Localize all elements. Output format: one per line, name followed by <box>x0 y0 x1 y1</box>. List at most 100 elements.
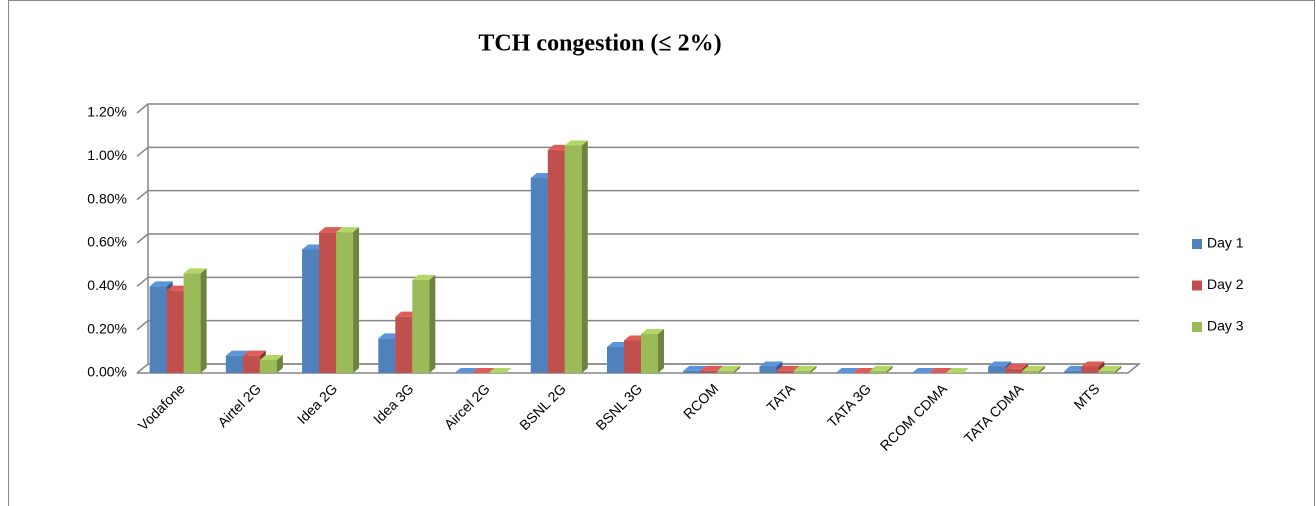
bar-top <box>1005 363 1029 369</box>
bar <box>928 368 952 373</box>
bar-front <box>1005 368 1023 373</box>
bar <box>1098 365 1122 373</box>
x-tick-label: TATA CDMA <box>961 380 1027 446</box>
bar-top <box>928 368 952 373</box>
bar-top <box>776 365 800 371</box>
x-tick-label: MTS <box>1070 380 1102 412</box>
y-tick-label: 0.40% <box>87 277 127 293</box>
legend-swatch <box>1192 239 1202 249</box>
x-tick-label: RCOM CDMA <box>877 380 951 454</box>
bar-top <box>835 368 859 373</box>
bar-front <box>1022 370 1040 373</box>
bar <box>259 355 283 373</box>
bar-top <box>759 361 783 367</box>
bar <box>835 368 859 373</box>
bar-top <box>793 365 817 371</box>
bar-top <box>911 368 935 373</box>
bar-side <box>581 140 588 373</box>
bar-side <box>429 274 436 373</box>
bar-front <box>319 232 337 373</box>
bar-top <box>149 281 173 287</box>
bar-front <box>336 232 354 373</box>
bar-front <box>1098 370 1116 373</box>
bar-front <box>225 355 243 373</box>
bar-top <box>471 368 495 373</box>
x-tick-label: RCOM <box>680 380 722 422</box>
grid-line <box>136 276 1139 287</box>
bar-front <box>302 249 320 373</box>
x-tick-label: Aircel 2G <box>441 380 493 432</box>
y-tick-label: 1.00% <box>87 147 127 163</box>
bar-side <box>200 268 207 373</box>
bar <box>945 368 969 373</box>
bar <box>471 368 495 373</box>
bar-front <box>530 178 548 373</box>
bar <box>869 365 893 373</box>
bar-top <box>988 361 1012 367</box>
bar-side <box>658 329 664 373</box>
bar-side <box>353 227 360 373</box>
bar-side <box>276 355 283 373</box>
x-tick-label: BSNL 3G <box>592 380 645 433</box>
grid-line <box>136 146 1139 157</box>
bar-front <box>259 360 277 373</box>
bar-front <box>869 370 887 373</box>
y-tick-label: 0.60% <box>87 234 127 250</box>
bar <box>717 365 741 373</box>
bar-front <box>759 366 777 373</box>
legend-label: Day 3 <box>1207 318 1244 334</box>
bar <box>488 368 512 373</box>
bar-top <box>225 350 249 356</box>
bar-front <box>1064 370 1082 373</box>
bar <box>911 368 935 373</box>
x-tick-label: TATA <box>763 380 798 415</box>
legend-label: Day 1 <box>1207 235 1244 251</box>
bar-front <box>183 273 201 373</box>
bar-side <box>810 365 817 373</box>
bar <box>1022 365 1046 373</box>
x-tick-label: Airtel 2G <box>214 380 264 430</box>
legend-swatch <box>1192 280 1202 291</box>
bar-front <box>378 338 396 373</box>
x-tick-label: TATA 3G <box>824 380 874 430</box>
x-tick-label: Idea 2G <box>294 380 341 427</box>
bar <box>793 365 817 373</box>
bar-front <box>149 286 167 373</box>
bar-top <box>683 365 707 371</box>
grid-line <box>136 189 1139 201</box>
x-tick-label: Idea 3G <box>370 380 417 427</box>
bar-top <box>336 227 360 233</box>
grid-line <box>136 103 1139 114</box>
bar-top <box>454 368 478 373</box>
bar-front <box>564 145 582 373</box>
bar-front <box>242 355 260 373</box>
bar-front <box>1081 366 1099 373</box>
bar-front <box>776 370 794 373</box>
y-tick-label: 0.00% <box>87 364 127 380</box>
chart-border <box>8 0 1315 506</box>
y-tick-label: 1.20% <box>87 104 127 120</box>
bar-front <box>793 370 811 373</box>
bar-front <box>641 334 658 373</box>
grid-line <box>136 233 1139 244</box>
grid-line <box>136 319 1139 331</box>
bar-top <box>1022 365 1046 371</box>
bar-side <box>734 365 741 373</box>
bar-top <box>641 329 664 334</box>
legend-swatch <box>1192 322 1202 332</box>
bar-top <box>259 355 283 360</box>
bar <box>454 368 478 373</box>
bar-top <box>242 350 266 356</box>
bar-top <box>319 227 343 233</box>
bar-top <box>564 140 588 146</box>
bar-top <box>412 274 436 280</box>
bar-front <box>547 149 565 373</box>
bar-top <box>1098 365 1122 371</box>
bar-top <box>869 365 893 371</box>
bar-front <box>166 290 184 373</box>
bar <box>336 227 360 373</box>
legend-label: Day 2 <box>1207 276 1244 292</box>
y-tick-label: 0.20% <box>87 320 127 336</box>
bar-front <box>624 340 641 373</box>
